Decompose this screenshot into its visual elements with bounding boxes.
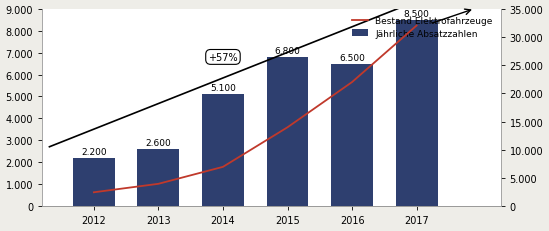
Text: 6.500: 6.500 [339,53,365,62]
Text: 6.800: 6.800 [274,47,300,56]
Text: 5.100: 5.100 [210,84,236,93]
Bar [396,21,438,207]
Text: 2.200: 2.200 [81,147,107,156]
Bar [73,158,115,207]
Text: +57%: +57% [208,53,238,63]
Bar [137,150,180,207]
Bar [331,64,373,207]
Text: 2.600: 2.600 [145,139,171,148]
Bar [202,95,244,207]
Legend: Bestand Elektrofahrzeuge, Jährliche Absatzzahlen: Bestand Elektrofahrzeuge, Jährliche Absa… [348,13,496,42]
Bar [266,58,309,207]
Text: 8.500: 8.500 [404,9,429,18]
